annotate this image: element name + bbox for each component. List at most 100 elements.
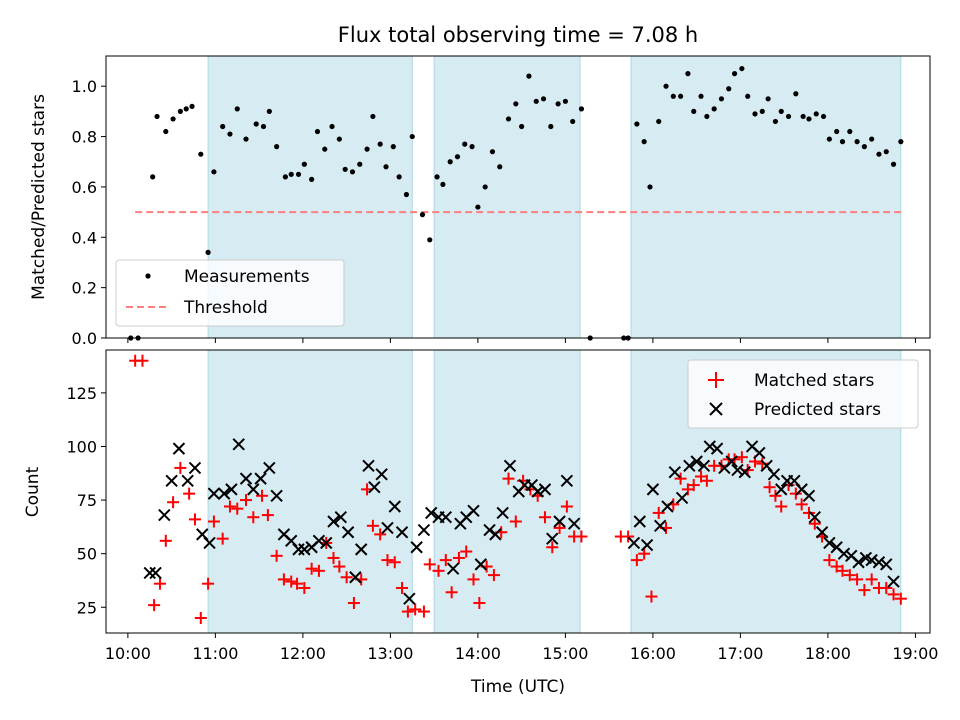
measurement-point (475, 204, 481, 210)
predicted-star-point (149, 566, 162, 580)
predicted-star-point (388, 500, 401, 513)
matched-star-point (347, 596, 360, 609)
predicted-star-point (725, 455, 738, 468)
y-tick-label: 0.8 (72, 128, 97, 147)
measurement-point (898, 139, 904, 145)
predicted-star-point (403, 592, 416, 605)
matched-star-point (638, 547, 651, 560)
x-tick-label: 16:00 (630, 644, 676, 663)
measurement-point (383, 164, 389, 170)
predicted-star-point (334, 511, 348, 524)
measurement-point (301, 161, 307, 167)
predicted-star-point (320, 536, 333, 550)
measurement-point (533, 98, 539, 104)
matched-star-point (487, 569, 500, 582)
matched-star-point (439, 554, 452, 567)
measurement-point (462, 141, 468, 147)
predicted-star-point (417, 523, 431, 537)
y-tick-label: 0.0 (72, 329, 97, 348)
measurement-point (847, 128, 853, 135)
matched-star-point (277, 573, 290, 586)
measurement-point (497, 164, 503, 170)
predicted-star-point (815, 526, 829, 539)
matched-star-point (333, 560, 346, 573)
measurement-point (163, 128, 169, 135)
predicted-star-point (731, 463, 744, 477)
bottom-y-axis-label: Count (23, 466, 43, 517)
x-axis-label: Time (UTC) (470, 677, 565, 697)
matched-star-point (374, 528, 387, 541)
matched-star-point (148, 599, 161, 612)
predicted-star-point (439, 511, 453, 524)
predicted-star-point (298, 543, 311, 556)
measurement-point (578, 106, 585, 112)
measurement-point (309, 176, 315, 182)
x-tick-label: 10:00 (105, 644, 151, 663)
measurement-point (656, 118, 662, 125)
matched-star-point (553, 521, 566, 534)
measurement-point (183, 106, 189, 112)
measurement-point (440, 181, 446, 188)
matched-star-point (622, 530, 635, 543)
measurement-point (731, 71, 738, 77)
predicted-star-point (703, 440, 716, 453)
matched-star-point (388, 556, 401, 569)
matched-star-point (887, 588, 900, 601)
top-legend-box (115, 259, 345, 327)
measurement-point (434, 174, 440, 180)
matched-star-point (396, 581, 409, 594)
predicted-star-point (865, 553, 878, 567)
measurement-point (243, 136, 249, 142)
predicted-star-point (143, 566, 156, 580)
measurement-point (370, 113, 376, 120)
measurement-point (854, 139, 860, 145)
legend-predicted-marker (709, 402, 723, 416)
predicted-star-point (349, 571, 362, 584)
y-tick-label: 1.0 (72, 77, 97, 96)
predicted-star-point (254, 472, 267, 485)
observing-interval (631, 56, 901, 338)
predicted-star-point (165, 474, 178, 487)
predicted-star-point (880, 558, 893, 571)
predicted-star-point (270, 489, 283, 502)
measurement-point (357, 161, 363, 167)
matched-star-point (231, 502, 244, 515)
chart-title: Flux total observing time = 7.08 h (338, 23, 698, 47)
predicted-star-point (738, 465, 751, 479)
measurement-point (349, 169, 356, 175)
matched-star-point (769, 489, 782, 502)
legend-measurements-marker (145, 273, 151, 279)
measurement-point (698, 93, 704, 99)
measurement-point (540, 96, 547, 102)
measurement-point (322, 146, 328, 152)
predicted-star-point (341, 526, 355, 539)
measurement-point (513, 101, 519, 107)
measurement-point (883, 149, 889, 155)
matched-star-point (674, 472, 687, 485)
x-tick-label: 19:00 (892, 644, 938, 663)
predicted-star-point (327, 515, 340, 528)
matched-star-point (261, 509, 274, 522)
measurement-point (806, 116, 812, 122)
measurement-point (876, 151, 882, 157)
measurement-point (419, 212, 426, 218)
predicted-star-point (410, 541, 423, 554)
predicted-star-point (446, 562, 460, 575)
predicted-star-point (640, 538, 654, 552)
measurement-point (253, 121, 259, 127)
matched-star-point (575, 530, 588, 543)
predicted-star-point (546, 532, 559, 545)
measurement-point (234, 106, 240, 112)
matched-star-point (843, 569, 856, 582)
predicted-star-point (837, 547, 851, 560)
predicted-star-point (489, 528, 502, 541)
predicted-star-point (560, 474, 574, 487)
measurement-point (154, 113, 160, 120)
predicted-star-point (292, 543, 305, 556)
measurement-point (678, 93, 684, 99)
predicted-star-point (483, 523, 496, 537)
measurement-point (150, 174, 156, 180)
x-tick-label: 12:00 (280, 644, 326, 663)
y-tick-label: 0.4 (72, 228, 97, 247)
